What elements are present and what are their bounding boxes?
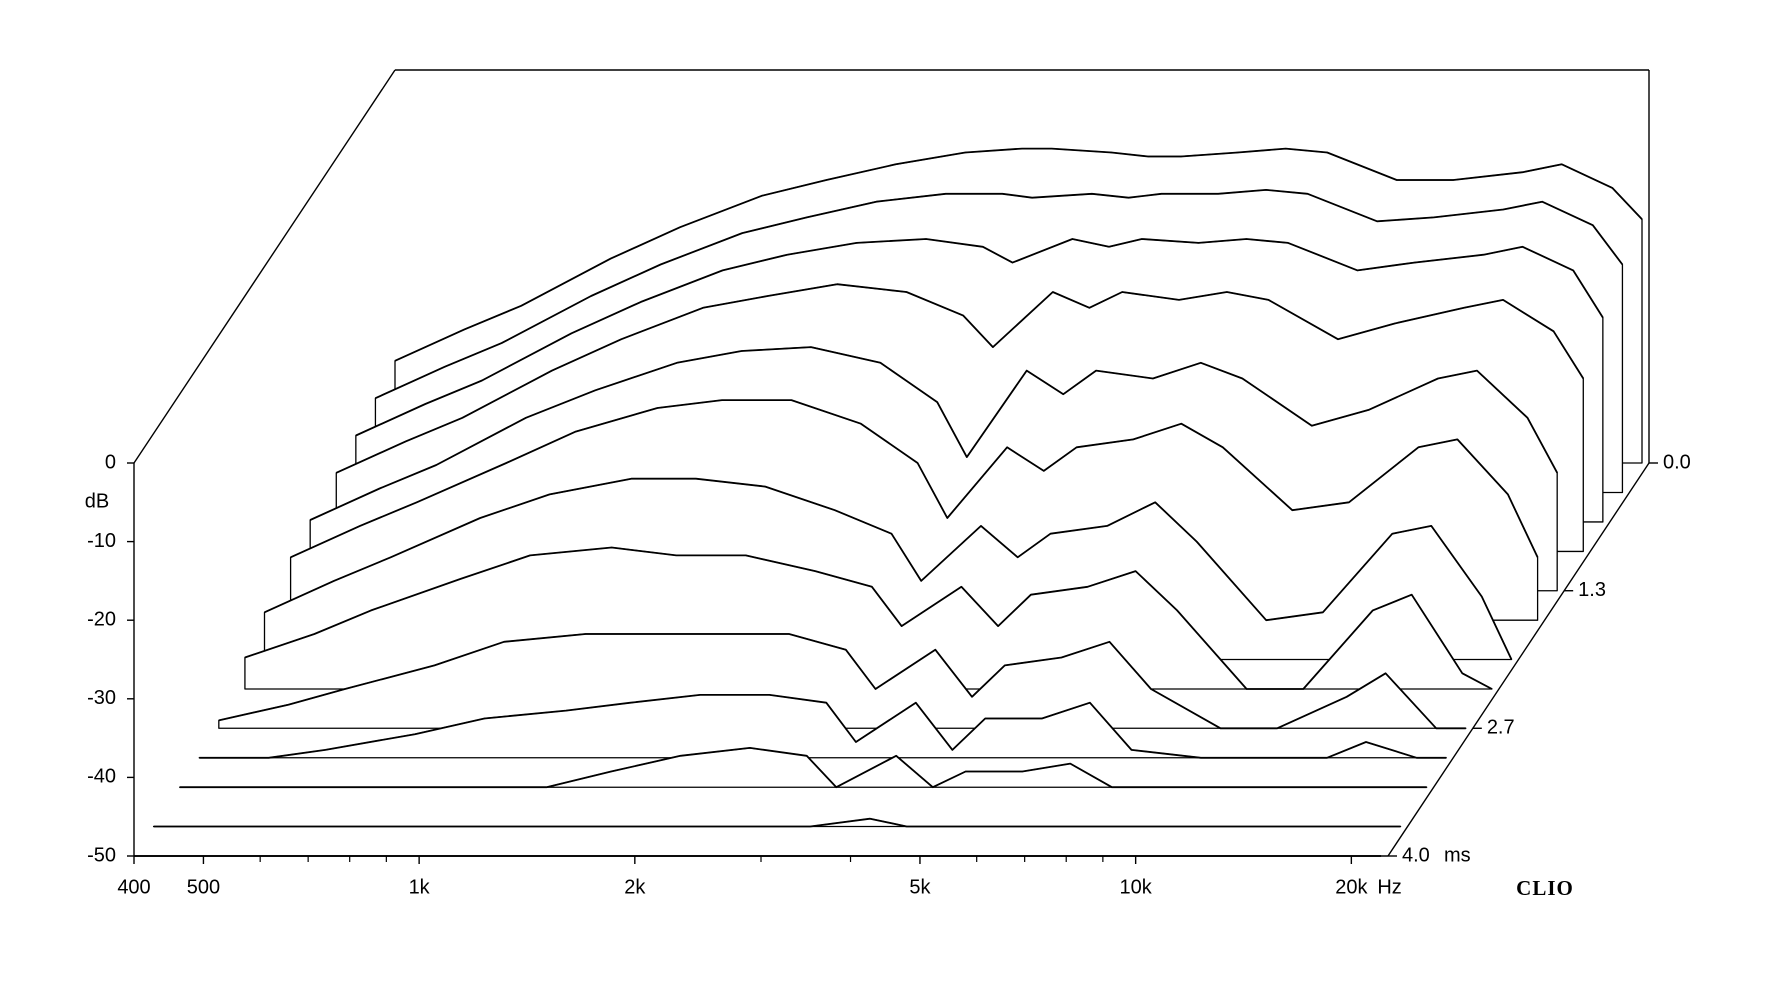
slice-line (244, 546, 1493, 690)
slice-line (309, 346, 1558, 521)
slice-line (335, 283, 1585, 474)
x-tick-label: 1k (409, 876, 431, 898)
slice-line (290, 399, 1539, 559)
x-tick-label: 500 (187, 876, 220, 898)
z-tick-label: 0.0 (1663, 451, 1691, 473)
slice-line (264, 477, 1513, 660)
slice-line (199, 694, 1447, 759)
x-tick-label: 2k (624, 876, 646, 898)
y-tick-label: -50 (87, 844, 116, 866)
slice-line (218, 633, 1466, 730)
y-tick-label: -40 (87, 766, 116, 788)
floor-right-edge (1387, 462, 1650, 857)
slice-line (153, 817, 1401, 828)
x-axis-label: Hz (1377, 876, 1401, 898)
slice-line (179, 747, 1427, 789)
z-axis-label: ms (1444, 844, 1471, 866)
y-tick-label: -20 (87, 608, 116, 630)
axes (127, 462, 1658, 864)
y-tick-label: -10 (87, 530, 116, 552)
z-tick-label: 1.3 (1578, 579, 1606, 601)
x-tick-label: 10k (1120, 876, 1153, 898)
frame (133, 69, 1650, 857)
brand-label: CLIO (1516, 876, 1574, 900)
slice-line (375, 189, 1624, 400)
y-tick-label: 0 (105, 451, 116, 473)
x-tick-label: 5k (909, 876, 931, 898)
x-tick-label: 400 (117, 876, 150, 898)
slice-line (355, 238, 1604, 437)
left-depth-edge (133, 69, 396, 464)
z-tick-label: 4.0 (1402, 844, 1430, 866)
slices (133, 147, 1643, 857)
y-tick-label: -30 (87, 687, 116, 709)
x-tick-label: 20k (1335, 876, 1368, 898)
y-axis-label: dB (85, 490, 109, 512)
z-tick-label: 2.7 (1487, 717, 1515, 739)
slice-line (394, 147, 1643, 362)
